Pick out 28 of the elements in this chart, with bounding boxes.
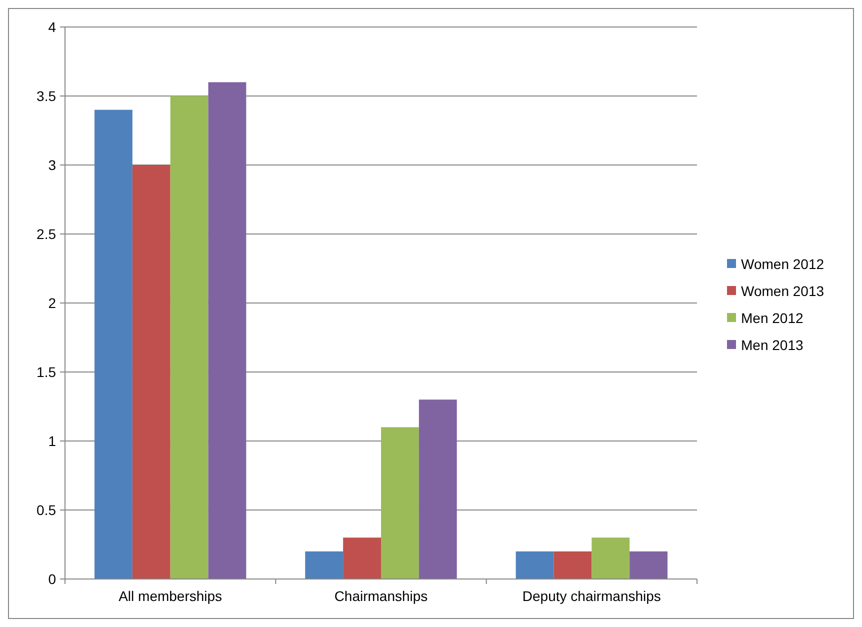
y-tick-label: 1 <box>48 432 56 449</box>
y-tick-label: 3 <box>48 156 56 173</box>
bar <box>630 551 668 579</box>
y-tick-label: 0.5 <box>36 502 56 518</box>
legend-label: Men 2013 <box>741 336 804 353</box>
bar <box>305 551 344 579</box>
y-tick-label: 1.5 <box>36 364 56 380</box>
bar <box>418 400 457 579</box>
y-tick-label: 3.5 <box>36 88 56 104</box>
x-tick-label: Deputy chairmanships <box>522 588 661 604</box>
y-tick-label: 4 <box>48 18 56 35</box>
bar <box>170 96 208 579</box>
bar <box>592 538 630 579</box>
legend-label: Women 2013 <box>741 282 824 299</box>
y-tick-label: 0 <box>48 570 56 587</box>
bar <box>381 427 419 579</box>
legend-label: Men 2012 <box>741 310 804 326</box>
x-tick-label: All memberships <box>118 588 222 604</box>
legend-label: Women 2012 <box>741 256 824 272</box>
bar <box>516 551 554 579</box>
y-tick-label: 2.5 <box>36 226 56 242</box>
bar <box>94 110 132 579</box>
bar <box>554 551 592 579</box>
y-tick-label: 2 <box>48 294 56 311</box>
bar <box>132 165 170 579</box>
x-tick-label: Chairmanships <box>334 588 428 604</box>
bar <box>343 538 381 579</box>
bar <box>208 82 246 579</box>
